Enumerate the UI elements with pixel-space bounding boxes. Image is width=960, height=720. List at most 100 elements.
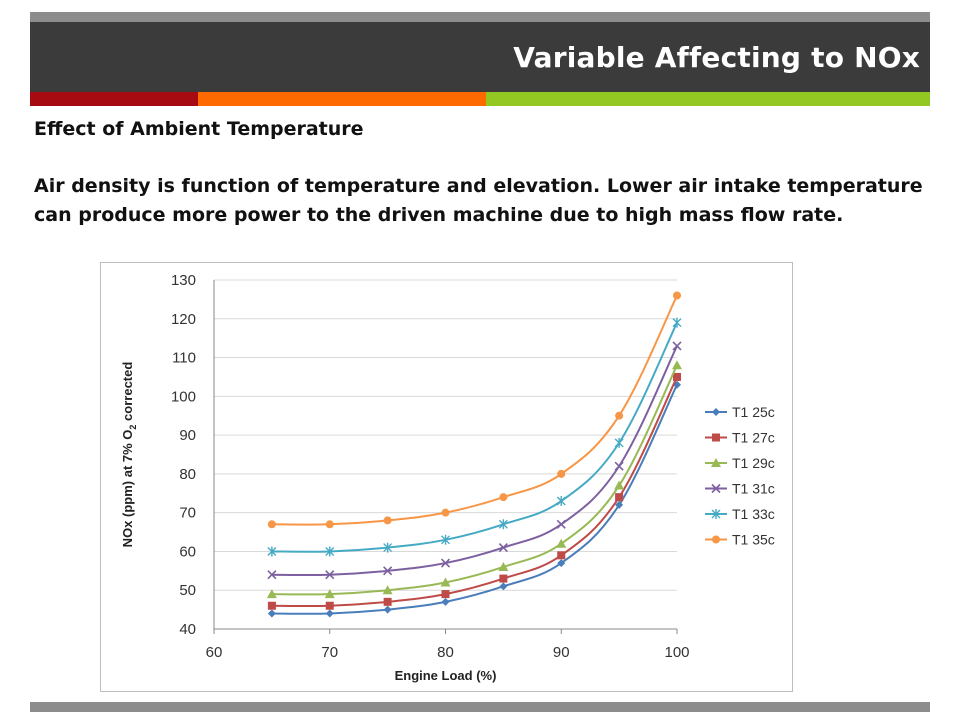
data-point (267, 546, 277, 557)
data-point (499, 493, 508, 502)
data-point (499, 582, 508, 591)
data-point (325, 546, 335, 557)
data-point (383, 566, 393, 576)
accent-stripe (30, 92, 930, 106)
legend-label: T1 35c (732, 532, 775, 548)
data-point (267, 570, 277, 580)
legend-entry: T1 27c (705, 430, 775, 446)
data-point (325, 609, 334, 618)
x-tick-label: 70 (321, 644, 338, 661)
data-point (614, 437, 624, 448)
data-point (615, 500, 624, 509)
series-t1-35c (267, 291, 681, 529)
series-t1-31c (267, 341, 682, 580)
data-point (672, 360, 682, 370)
data-point (325, 601, 334, 610)
series-line (271, 364, 678, 596)
y-tick-label: 70 (179, 505, 196, 522)
x-tick-label: 90 (553, 644, 570, 661)
legend-marker (711, 483, 721, 494)
body-paragraph: Air density is function of temperature a… (34, 175, 923, 226)
legend-entry: T1 33c (705, 506, 775, 522)
chart-frame: 40 50 60 70 80 90 100 110 120 130 60 70 80 90 100 Engin… (100, 262, 793, 692)
legend-label: T1 25c (732, 404, 775, 420)
data-point (557, 559, 566, 568)
legend-label: T1 31c (732, 481, 775, 497)
data-point (499, 574, 508, 583)
y-tick-label: 100 (171, 388, 196, 405)
x-axis-label: Engine Load (%) (395, 668, 497, 683)
y-tick-label: 90 (179, 427, 196, 444)
accent-segment-red (30, 92, 198, 106)
y-tick-label: 130 (171, 272, 196, 289)
bottom-strip (30, 702, 930, 712)
data-point (615, 411, 624, 420)
data-point (440, 558, 451, 568)
data-point (556, 538, 567, 548)
series-t1-29c (266, 360, 682, 599)
data-point (267, 601, 276, 610)
legend-marker (712, 535, 720, 544)
y-tick-label: 40 (179, 621, 196, 638)
legend-marker (712, 408, 720, 416)
data-point (498, 543, 508, 553)
slide-title: Variable Affecting to NOx (513, 40, 920, 74)
data-point (673, 372, 681, 381)
data-point (440, 577, 451, 587)
data-point (673, 291, 681, 300)
y-tick-label: 110 (172, 350, 196, 367)
top-strip (30, 12, 930, 22)
data-point (383, 542, 393, 553)
y-tick-label: 60 (179, 543, 196, 560)
x-tick-label: 60 (206, 644, 223, 661)
data-point (382, 585, 393, 595)
data-point (441, 590, 450, 599)
data-point (557, 469, 566, 478)
data-point (266, 589, 277, 599)
series-t1-33c (267, 317, 682, 557)
data-point (324, 589, 335, 599)
data-point (267, 520, 276, 529)
series-line (271, 322, 678, 553)
accent-segment-green (486, 92, 930, 106)
data-point (672, 341, 682, 351)
data-point (614, 461, 624, 471)
data-point (614, 480, 625, 490)
data-point (498, 519, 508, 530)
legend-entry: T1 25c (705, 404, 775, 420)
series-line (271, 384, 678, 615)
nox-line-chart: 40 50 60 70 80 90 100 110 120 130 60 70 80 90 100 Engin… (120, 272, 775, 683)
data-point (556, 519, 566, 529)
data-point (325, 520, 334, 529)
x-tick-label: 80 (437, 644, 454, 661)
series-t1-25c (267, 380, 681, 618)
x-tick-label: 100 (664, 644, 689, 661)
data-point (441, 508, 450, 517)
data-point (615, 493, 624, 502)
y-axis-label: NOx (ppm) at 7% O2 corrected (120, 362, 138, 548)
data-point (498, 561, 509, 571)
legend-entry: T1 35c (705, 532, 775, 548)
y-tick-label: 80 (179, 466, 196, 483)
title-bar: Variable Affecting to NOx (30, 22, 930, 92)
data-point (441, 597, 450, 606)
y-tick-label: 120 (171, 311, 196, 328)
legend-entry: T1 31c (705, 481, 775, 497)
data-point (672, 317, 682, 328)
legend-marker (712, 433, 720, 442)
series-line (271, 345, 678, 577)
data-point (383, 605, 392, 614)
legend-label: T1 27c (732, 430, 775, 446)
legend-label: T1 29c (732, 455, 775, 471)
data-point (441, 534, 450, 545)
data-point (325, 570, 335, 580)
accent-segment-orange (198, 92, 486, 106)
data-point (556, 496, 566, 507)
y-tick-label: 50 (179, 582, 196, 599)
data-point (383, 597, 392, 606)
legend-marker (711, 458, 721, 467)
data-point (267, 609, 276, 618)
legend-label: T1 33c (732, 506, 775, 522)
data-point (383, 516, 392, 525)
data-point (557, 551, 566, 560)
